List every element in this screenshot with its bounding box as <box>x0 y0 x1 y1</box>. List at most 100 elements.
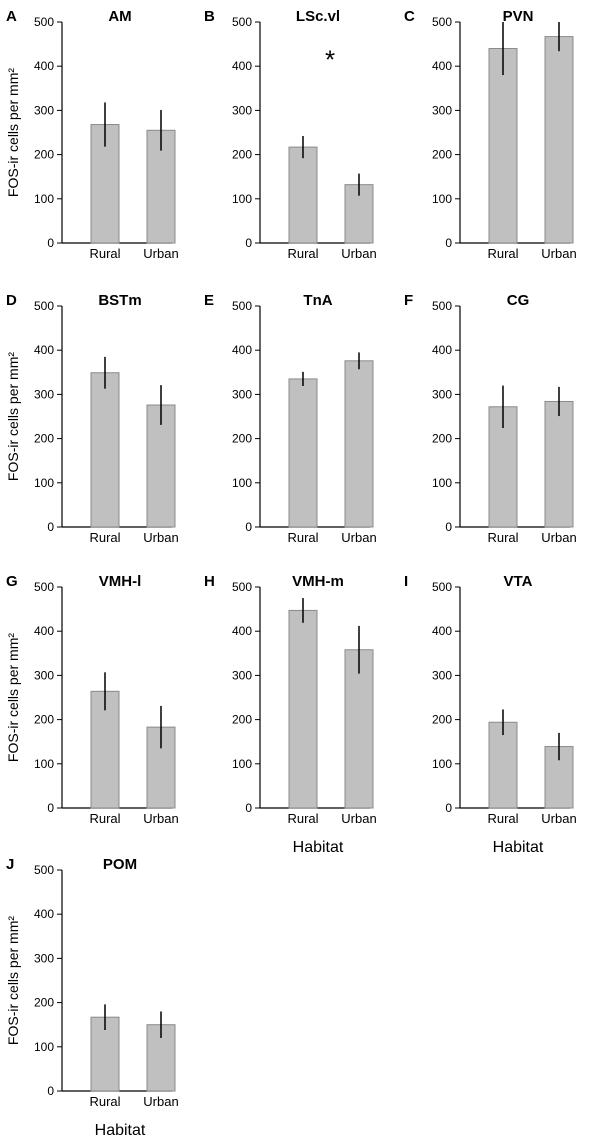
y-tick-label: 0 <box>47 1084 54 1098</box>
y-tick-label: 0 <box>445 801 452 815</box>
y-tick-label: 500 <box>34 580 54 594</box>
y-tick-label: 100 <box>34 1040 54 1054</box>
y-tick-label: 300 <box>232 387 252 401</box>
y-tick-label: 400 <box>34 343 54 357</box>
panel-letter: H <box>204 573 215 590</box>
x-axis-label: Habitat <box>293 839 344 856</box>
y-tick-label: 300 <box>232 103 252 117</box>
panel-letter: E <box>204 292 214 309</box>
panel-title: BSTm <box>98 292 141 309</box>
y-tick-label: 200 <box>432 432 452 446</box>
panel-h: H VMH-m 0 100 200 300 400 500 Rural Urban Habitat <box>204 573 377 856</box>
y-tick-label: 300 <box>432 103 452 117</box>
y-tick-label: 100 <box>232 757 252 771</box>
y-tick-label: 200 <box>34 148 54 162</box>
y-tick-label: 500 <box>232 299 252 313</box>
y-tick-label: 100 <box>432 476 452 490</box>
panel-a: A AM 0 100 200 300 400 500 Rural Urban FOS-ir cell… <box>5 8 179 261</box>
y-tick-label: 100 <box>232 476 252 490</box>
category-label: Rural <box>287 246 318 261</box>
y-tick-label: 500 <box>232 580 252 594</box>
y-tick-label: 400 <box>432 59 452 73</box>
panel-letter: G <box>6 573 18 590</box>
y-tick-label: 400 <box>34 59 54 73</box>
panel-letter: C <box>404 8 415 25</box>
category-label: Urban <box>341 811 376 826</box>
y-axis-label: FOS-ir cells per mm² <box>5 352 21 481</box>
y-tick-label: 100 <box>432 757 452 771</box>
y-tick-label: 400 <box>232 59 252 73</box>
y-tick-label: 400 <box>232 624 252 638</box>
panel-d: D BSTm 0 100 200 300 400 500 Rural Urban FOS-ir ce… <box>5 292 179 545</box>
category-label: Rural <box>89 530 120 545</box>
y-tick-label: 100 <box>34 192 54 206</box>
y-tick-label: 400 <box>432 343 452 357</box>
bar-rural <box>488 48 518 244</box>
y-tick-label: 500 <box>34 15 54 29</box>
y-tick-label: 100 <box>432 192 452 206</box>
bar-rural <box>288 378 318 528</box>
y-tick-label: 300 <box>432 668 452 682</box>
y-tick-label: 500 <box>34 863 54 877</box>
y-tick-label: 500 <box>34 299 54 313</box>
panel-title: LSc.vl <box>296 8 340 25</box>
y-tick-label: 0 <box>245 520 252 534</box>
y-axis-label: FOS-ir cells per mm² <box>5 633 21 762</box>
y-axis-label: FOS-ir cells per mm² <box>5 916 21 1045</box>
y-tick-label: 400 <box>232 343 252 357</box>
y-tick-label: 400 <box>432 624 452 638</box>
y-tick-label: 300 <box>34 951 54 965</box>
category-label: Urban <box>341 530 376 545</box>
panel-title: PVN <box>503 8 534 25</box>
category-label: Urban <box>143 1094 178 1109</box>
y-tick-label: 500 <box>432 15 452 29</box>
panel-letter: I <box>404 573 408 590</box>
x-axis-label: Habitat <box>493 839 544 856</box>
category-label: Urban <box>143 530 178 545</box>
category-label: Urban <box>341 246 376 261</box>
y-tick-label: 200 <box>232 432 252 446</box>
y-tick-label: 500 <box>232 15 252 29</box>
category-label: Rural <box>487 246 518 261</box>
bar-urban <box>544 400 574 528</box>
panel-title: TnA <box>303 292 332 309</box>
panel-letter: A <box>6 8 17 25</box>
y-tick-label: 300 <box>232 668 252 682</box>
significance-marker: * <box>325 44 335 74</box>
y-tick-label: 400 <box>34 624 54 638</box>
bar-rural <box>90 372 120 528</box>
y-tick-label: 0 <box>245 801 252 815</box>
y-tick-label: 300 <box>432 387 452 401</box>
y-tick-label: 300 <box>34 103 54 117</box>
y-tick-label: 0 <box>47 236 54 250</box>
category-label: Rural <box>487 530 518 545</box>
panel-b: B LSc.vl 0 100 200 300 400 500 Rural Urban * <box>204 8 377 261</box>
bar-urban <box>544 36 574 244</box>
category-label: Rural <box>89 811 120 826</box>
y-tick-label: 400 <box>34 907 54 921</box>
y-tick-label: 200 <box>432 713 452 727</box>
panel-title: VTA <box>504 573 533 590</box>
panel-letter: B <box>204 8 215 25</box>
category-label: Urban <box>541 246 576 261</box>
bar-urban <box>344 649 374 809</box>
category-label: Urban <box>541 811 576 826</box>
panel-title: CG <box>507 292 530 309</box>
category-label: Rural <box>487 811 518 826</box>
panel-g: G VMH-l 0 100 200 300 400 500 Rural Urban FOS-ir c… <box>5 573 179 826</box>
y-tick-label: 200 <box>34 713 54 727</box>
panel-letter: D <box>6 292 17 309</box>
bar-urban <box>146 404 176 528</box>
y-tick-label: 0 <box>245 236 252 250</box>
bar-rural <box>288 609 318 809</box>
panel-title: VMH-l <box>99 573 142 590</box>
panel-letter: F <box>404 292 413 309</box>
y-tick-label: 200 <box>432 148 452 162</box>
y-tick-label: 500 <box>432 299 452 313</box>
y-axis-label: FOS-ir cells per mm² <box>5 68 21 197</box>
bar-rural <box>488 721 518 809</box>
y-tick-label: 0 <box>47 520 54 534</box>
panel-j: J POM 0 100 200 300 400 500 Rural Urban FOS-ir cel… <box>5 856 179 1139</box>
category-label: Rural <box>287 530 318 545</box>
